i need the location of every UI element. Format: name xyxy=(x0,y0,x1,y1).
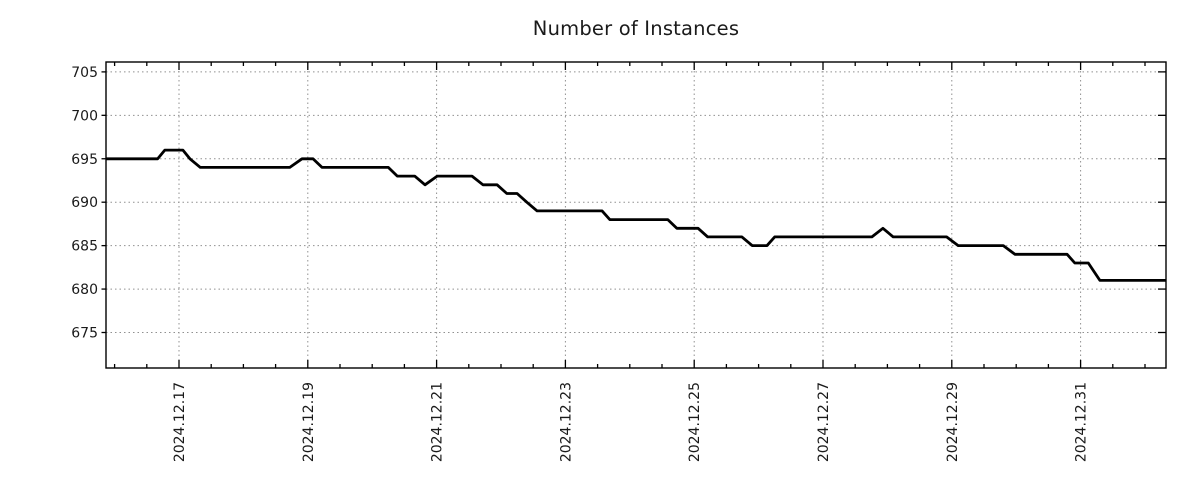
y-tick-label: 700 xyxy=(71,108,98,124)
instances-line xyxy=(106,148,1167,282)
y-tick-label: 685 xyxy=(71,239,98,255)
y-tick-label: 705 xyxy=(71,65,98,81)
x-tick-label: 2024.12.29 xyxy=(945,382,961,462)
x-tick-label: 2024.12.23 xyxy=(558,382,574,462)
chart-title: Number of Instances xyxy=(532,17,740,40)
axis-ticks xyxy=(101,62,1166,368)
x-tick-label: 2024.12.21 xyxy=(430,382,446,462)
plot-border xyxy=(105,61,1167,369)
x-tick-label: 2024.12.17 xyxy=(172,382,188,462)
x-tick-label: 2024.12.19 xyxy=(301,382,317,462)
x-tick-label: 2024.12.31 xyxy=(1074,382,1090,462)
x-tick-label: 2024.12.27 xyxy=(816,382,832,462)
y-tick-label: 690 xyxy=(71,195,98,211)
y-tick-label: 695 xyxy=(71,152,98,168)
data-series xyxy=(106,148,1167,282)
axis-tick-labels: 675 680 685 690 695 700 705 2024.12.17 2024.12.1… xyxy=(71,65,1089,462)
y-tick-label: 680 xyxy=(71,282,98,298)
gridlines xyxy=(106,62,1166,368)
y-tick-label: 675 xyxy=(71,326,98,342)
x-tick-label: 2024.12.25 xyxy=(687,382,703,462)
